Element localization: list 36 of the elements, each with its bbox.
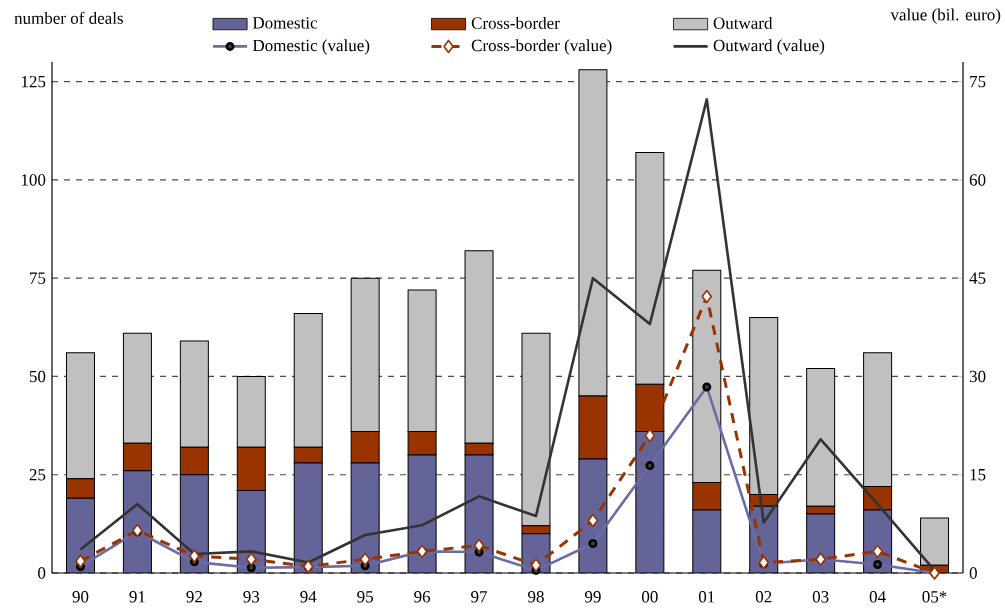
y-tick-label: 0 [38,567,46,579]
x-tick-label: 97 [471,591,488,603]
y2-tick-label: 0 [969,567,977,579]
x-tick-label: 05* [922,591,947,603]
x-tick-label: 02 [755,591,772,603]
y-tick-label: 50 [29,370,46,383]
y-tick-label: 125 [21,75,46,88]
y-axis-title: number of deals [14,11,123,24]
legend-label: Outward [713,16,773,29]
y2-tick-label: 75 [970,76,986,88]
x-tick-label: 93 [243,591,260,603]
x-tick-label: 01 [698,591,715,603]
x-tick-label: 90 [72,591,89,603]
x-tick-label: 96 [414,591,431,603]
legend-label: Cross-border [471,16,560,29]
x-tick-label: 03 [812,591,829,603]
y2-tick-label: 60 [969,174,986,186]
legend-label: Outward (value) [713,39,825,55]
x-tick-label: 04 [869,591,886,603]
x-tick-label: 98 [528,591,544,603]
x-tick-label: 00 [642,591,658,603]
y2-tick-label: 45 [969,272,986,284]
legend-label: Domestic (value) [252,39,370,55]
legend-label: Domestic [252,17,318,29]
x-tick-label: 94 [300,591,317,603]
x-tick-label: 92 [186,591,202,603]
y-tick-label: 75 [30,272,46,284]
x-tick-label: 91 [129,591,145,603]
x-tick-label: 95 [357,591,373,603]
y-tick-label: 25 [29,469,46,481]
y2-axis-title: value (bil. euro) [890,8,1001,24]
y2-tick-label: 15 [970,469,986,481]
x-tick-label: 99 [584,591,601,603]
y-tick-label: 100 [21,174,46,186]
legend-label: Cross-border (value) [471,39,612,55]
y2-tick-label: 30 [969,370,986,383]
